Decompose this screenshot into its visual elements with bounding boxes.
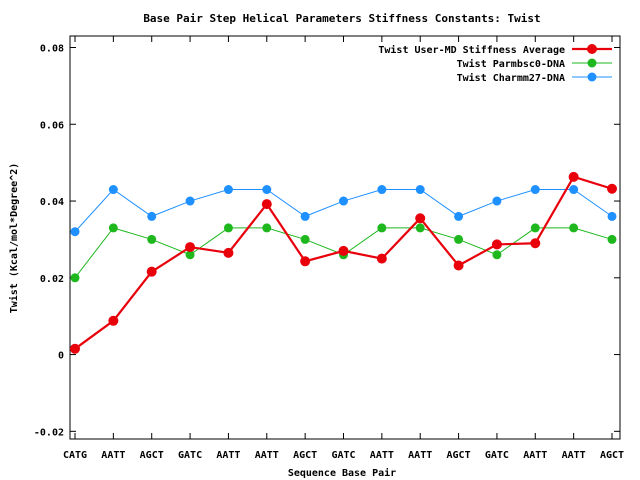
- x-tick-label: AATT: [101, 450, 125, 461]
- data-point: [454, 234, 464, 244]
- data-point: [262, 223, 272, 233]
- data-point: [70, 343, 80, 354]
- data-point: [338, 245, 349, 256]
- data-point: [223, 223, 233, 233]
- x-tick-label: AATT: [523, 450, 547, 461]
- x-tick-label: AATT: [255, 450, 279, 461]
- y-tick-label: 0: [58, 351, 64, 362]
- series-layer: [70, 171, 617, 354]
- x-tick-label: AGCT: [600, 450, 624, 461]
- data-point: [108, 185, 118, 195]
- data-point: [377, 185, 387, 195]
- x-tick-label: GATC: [178, 450, 202, 461]
- legend-marker: [587, 44, 597, 54]
- data-point: [147, 234, 157, 244]
- series-2: [70, 185, 617, 237]
- x-tick-label: AGCT: [447, 450, 471, 461]
- data-point: [70, 227, 80, 237]
- data-point: [146, 266, 157, 277]
- y-tick-label: 0.02: [40, 274, 64, 285]
- data-point: [147, 211, 157, 221]
- series-line: [74, 188, 613, 233]
- x-tick-label: AGCT: [140, 450, 164, 461]
- x-axis-label: Sequence Base Pair: [288, 467, 396, 479]
- y-tick-label: 0.06: [40, 120, 64, 131]
- data-point: [223, 247, 234, 258]
- data-point: [415, 213, 426, 224]
- data-point: [415, 185, 425, 195]
- data-point: [185, 250, 195, 260]
- data-point: [185, 242, 196, 253]
- data-point: [607, 234, 617, 244]
- data-point: [454, 211, 464, 221]
- legend-marker: [587, 58, 597, 68]
- x-axis: CATG AATT AGCT GATC AATT AATT AGCT GATC AATT AATT…: [63, 36, 624, 461]
- x-tick-label: AATT: [562, 450, 586, 461]
- x-tick-label: AATT: [408, 450, 432, 461]
- y-tick-label: 0.08: [40, 44, 64, 55]
- data-point: [261, 199, 272, 210]
- x-tick-label: AGCT: [293, 450, 317, 461]
- data-point: [491, 239, 502, 250]
- x-tick-label: GATC: [485, 450, 509, 461]
- data-point: [223, 185, 233, 195]
- data-point: [415, 223, 425, 233]
- data-point: [300, 256, 311, 267]
- x-tick-label: CATG: [63, 450, 87, 461]
- data-point: [262, 185, 272, 195]
- legend-label: Twist Parmbsc0-DNA: [457, 58, 565, 70]
- data-point: [607, 183, 617, 194]
- legend-marker: [587, 72, 597, 82]
- legend: Twist User-MD Stiffness Average Twist Par…: [378, 44, 612, 84]
- x-tick-label: AATT: [370, 450, 394, 461]
- data-point: [530, 223, 540, 233]
- chart-title: Base Pair Step Helical Parameters Stiffn…: [143, 12, 540, 25]
- y-tick-label: -0.02: [34, 427, 64, 438]
- y-axis-label: Twist (Kcal/mol*Degree^2): [8, 163, 20, 314]
- data-point: [568, 171, 579, 182]
- legend-label: Twist Charmm27-DNA: [457, 72, 565, 84]
- plot-area: [69, 35, 621, 440]
- data-point: [492, 250, 502, 260]
- legend-label: Twist User-MD Stiffness Average: [378, 44, 565, 56]
- data-point: [607, 211, 617, 221]
- data-point: [339, 196, 348, 206]
- data-point: [300, 211, 310, 221]
- data-point: [569, 185, 579, 195]
- x-tick-label: GATC: [331, 450, 355, 461]
- data-point: [377, 223, 387, 233]
- data-point: [70, 273, 80, 283]
- data-point: [530, 238, 541, 249]
- x-tick-label: AATT: [216, 450, 240, 461]
- data-point: [300, 234, 310, 244]
- data-point: [530, 185, 540, 195]
- data-point: [185, 196, 195, 206]
- data-point: [376, 253, 387, 264]
- y-axis: -0.02 0 0.02 0.04 0.06 0.08: [34, 44, 620, 438]
- data-point: [492, 196, 502, 206]
- series-0: [70, 171, 617, 354]
- data-point: [453, 260, 464, 271]
- data-point: [108, 223, 118, 233]
- data-point: [569, 223, 579, 233]
- y-tick-label: 0.04: [40, 197, 64, 208]
- data-point: [108, 315, 119, 326]
